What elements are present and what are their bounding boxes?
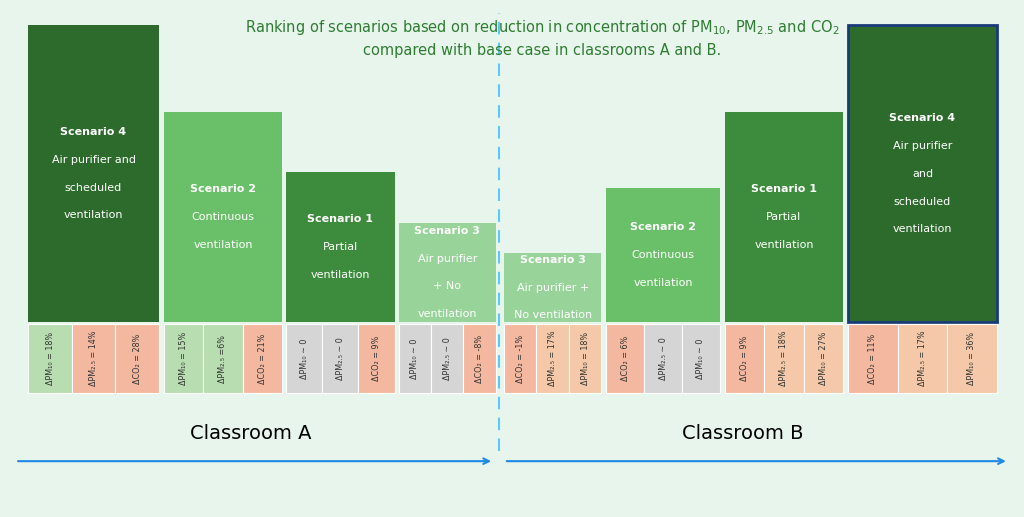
Bar xyxy=(537,324,569,393)
Text: ΔPM₁₀ = 18%: ΔPM₁₀ = 18% xyxy=(581,332,590,385)
Text: Scenario 2: Scenario 2 xyxy=(190,184,256,194)
Text: Air purifier: Air purifier xyxy=(893,141,952,151)
Bar xyxy=(898,324,947,393)
Text: scheduled: scheduled xyxy=(65,183,122,192)
Text: ΔCO₂ = 21%: ΔCO₂ = 21% xyxy=(258,333,267,384)
Text: Continuous: Continuous xyxy=(632,250,694,260)
Text: ΔPM₁₀ ∼ 0: ΔPM₁₀ ∼ 0 xyxy=(696,339,706,379)
Bar xyxy=(725,112,843,322)
Bar xyxy=(72,324,116,393)
Text: compared with base case in classrooms A and B.: compared with base case in classrooms A … xyxy=(362,43,721,58)
Text: No ventilation: No ventilation xyxy=(514,311,592,321)
Text: ΔPM₁₀ = 15%: ΔPM₁₀ = 15% xyxy=(179,332,188,385)
Text: Classroom A: Classroom A xyxy=(190,424,312,443)
Text: Scenario 1: Scenario 1 xyxy=(751,184,817,194)
Text: ΔPM₂.₅ = 14%: ΔPM₂.₅ = 14% xyxy=(89,331,98,386)
Text: ventilation: ventilation xyxy=(418,309,477,319)
Bar xyxy=(504,324,537,393)
Text: Scenario 4: Scenario 4 xyxy=(60,127,127,137)
Text: scheduled: scheduled xyxy=(894,196,951,206)
Text: ventilation: ventilation xyxy=(310,270,370,280)
Bar xyxy=(804,324,843,393)
Text: ΔPM₁₀ ∼ 0: ΔPM₁₀ ∼ 0 xyxy=(411,339,419,379)
Bar xyxy=(764,324,804,393)
Text: Scenario 3: Scenario 3 xyxy=(415,225,480,236)
Text: ΔPM₂.₅ ∼ 0: ΔPM₂.₅ ∼ 0 xyxy=(658,337,668,380)
Text: Air purifier: Air purifier xyxy=(418,253,477,264)
Text: ΔCO₂ = 11%: ΔCO₂ = 11% xyxy=(868,333,878,384)
Text: ΔCO₂ = -1%: ΔCO₂ = -1% xyxy=(516,334,524,383)
Text: ΔCO₂ = -8%: ΔCO₂ = -8% xyxy=(475,334,484,383)
Text: ΔPM₂.₅ = 17%: ΔPM₂.₅ = 17% xyxy=(918,331,927,386)
Bar xyxy=(358,324,394,393)
Bar xyxy=(323,324,358,393)
Text: ΔPM₂.₅ ∼ 0: ΔPM₂.₅ ∼ 0 xyxy=(442,337,452,380)
Text: + No: + No xyxy=(433,281,461,292)
Bar xyxy=(464,324,496,393)
Text: Scenario 3: Scenario 3 xyxy=(520,255,586,265)
Bar xyxy=(644,324,682,393)
Text: Classroom B: Classroom B xyxy=(682,424,804,443)
Text: ventilation: ventilation xyxy=(194,239,253,250)
Bar xyxy=(431,324,464,393)
Bar xyxy=(398,324,431,393)
Text: ΔCO₂ = 6%: ΔCO₂ = 6% xyxy=(621,336,630,381)
Bar xyxy=(29,324,72,393)
Bar xyxy=(398,223,496,322)
Bar xyxy=(504,253,601,322)
Bar xyxy=(569,324,601,393)
Bar xyxy=(203,324,243,393)
Text: Ranking of scenarios based on reduction in concentration of PM$_{10}$, PM$_{2.5}: Ranking of scenarios based on reduction … xyxy=(245,18,840,37)
Bar xyxy=(606,324,644,393)
Text: Partial: Partial xyxy=(766,211,802,222)
Text: ΔPM₂.₅ = 17%: ΔPM₂.₅ = 17% xyxy=(548,331,557,386)
Bar xyxy=(947,324,996,393)
Bar xyxy=(243,324,283,393)
Text: ΔPM₁₀ = 36%: ΔPM₁₀ = 36% xyxy=(968,332,977,385)
Bar xyxy=(164,324,203,393)
Text: and: and xyxy=(912,169,933,179)
Text: ventilation: ventilation xyxy=(893,224,952,234)
Text: ΔCO₂ = 28%: ΔCO₂ = 28% xyxy=(132,333,141,384)
Bar xyxy=(725,324,764,393)
Text: Scenario 1: Scenario 1 xyxy=(307,214,374,224)
Text: ventilation: ventilation xyxy=(63,210,123,220)
Text: Partial: Partial xyxy=(323,242,358,252)
Bar xyxy=(848,324,898,393)
Bar xyxy=(29,25,159,322)
Bar xyxy=(682,324,720,393)
Text: ΔCO₂ = 9%: ΔCO₂ = 9% xyxy=(740,336,749,381)
Bar xyxy=(606,188,720,322)
Bar xyxy=(287,172,394,322)
Text: ventilation: ventilation xyxy=(633,278,693,287)
Text: ventilation: ventilation xyxy=(755,239,814,250)
Bar xyxy=(848,25,996,322)
Text: Scenario 4: Scenario 4 xyxy=(890,113,955,123)
Text: Air purifier +: Air purifier + xyxy=(516,283,589,293)
Text: Continuous: Continuous xyxy=(191,211,255,222)
Text: Scenario 2: Scenario 2 xyxy=(630,222,696,232)
Text: ΔCO₂ = 9%: ΔCO₂ = 9% xyxy=(372,336,381,381)
Text: ΔPM₂.₅ =6%: ΔPM₂.₅ =6% xyxy=(218,334,227,383)
Text: ΔPM₂.₅ ∼ 0: ΔPM₂.₅ ∼ 0 xyxy=(336,337,345,380)
Bar xyxy=(164,112,283,322)
Text: ΔPM₁₀ = 27%: ΔPM₁₀ = 27% xyxy=(819,332,828,385)
Text: Air purifier and: Air purifier and xyxy=(51,155,135,165)
Text: ΔPM₁₀ ∼ 0: ΔPM₁₀ ∼ 0 xyxy=(300,339,309,379)
Text: ΔPM₁₀ = 18%: ΔPM₁₀ = 18% xyxy=(45,332,54,385)
Text: ΔPM₂.₅ = 18%: ΔPM₂.₅ = 18% xyxy=(779,331,788,386)
Bar xyxy=(287,324,323,393)
Bar xyxy=(116,324,159,393)
